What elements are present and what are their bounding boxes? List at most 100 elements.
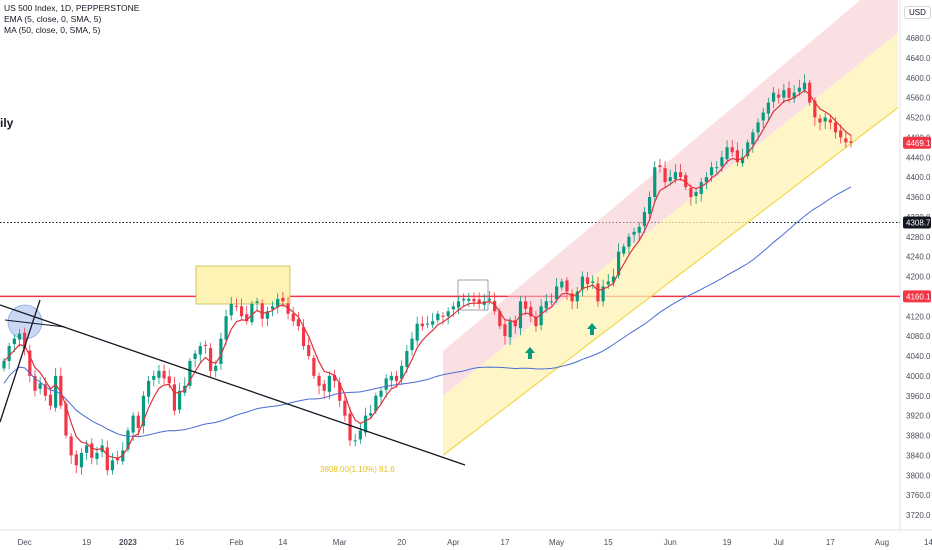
candle-140	[725, 140, 729, 165]
candle-160	[828, 114, 832, 130]
candle-145	[751, 128, 755, 153]
candle-121	[627, 233, 631, 256]
candle-103	[534, 310, 538, 332]
candle-79	[410, 332, 414, 356]
currency-button[interactable]: USD	[904, 6, 931, 19]
price-tick-21: 3840.0	[906, 451, 931, 460]
up-arrow-1	[587, 323, 597, 335]
price-tick-3: 4560.0	[906, 94, 931, 103]
candle-47	[245, 305, 249, 325]
candle-5	[28, 345, 32, 383]
regression-channel	[442, 0, 899, 456]
time-axis: Dec 19 2023 16 Feb 14 Mar 20 Apr 17 May 15 Jun 19 Jul 1…	[18, 538, 932, 547]
legend-ma[interactable]: MA (50, close, 0, SMA, 5)	[4, 25, 101, 35]
candle-136	[704, 172, 708, 190]
candle-39	[203, 340, 208, 354]
time-tick-13: 19	[723, 538, 732, 547]
price-tick-6: 4440.0	[906, 153, 931, 162]
candle-164	[849, 134, 853, 148]
price-tick-15: 4080.0	[906, 332, 931, 341]
price-tick-11: 4240.0	[906, 253, 931, 262]
ema-5-line	[3, 89, 852, 459]
candle-69	[358, 423, 362, 444]
level-tag-0: 4160.1	[906, 292, 931, 301]
candle-20	[105, 440, 109, 476]
price-tick-14: 4120.0	[906, 312, 931, 321]
price-tick-10: 4280.0	[906, 233, 931, 242]
time-tick-8: Apr	[447, 538, 460, 547]
candle-163	[844, 131, 848, 148]
time-tick-9: 17	[501, 538, 510, 547]
candle-44	[229, 296, 233, 321]
candle-120	[622, 243, 626, 257]
price-tick-22: 3800.0	[906, 471, 931, 480]
time-tick-14: Jul	[774, 538, 784, 547]
candle-52	[270, 301, 275, 317]
chart-legend: US 500 Index, 1D, PEPPERSTONE EMA (5, cl…	[4, 3, 139, 36]
cut-off-title: ily	[0, 116, 14, 130]
candle-106	[549, 293, 554, 306]
candle-13	[69, 433, 73, 464]
level-tag-bg-0	[903, 290, 931, 303]
candle-101	[524, 295, 528, 316]
candle-40	[208, 343, 213, 378]
candle-133	[689, 184, 693, 206]
candle-138	[715, 161, 719, 175]
price-tick-18: 3960.0	[906, 392, 931, 401]
price-tick-20: 3880.0	[906, 432, 931, 441]
candle-60	[312, 355, 316, 379]
legend-ema[interactable]: EMA (5, close, 0, SMA, 5)	[4, 14, 102, 24]
candle-81	[420, 316, 424, 331]
time-tick-1: 19	[82, 538, 91, 547]
candle-116	[601, 279, 605, 307]
candle-61	[317, 372, 321, 395]
candle-107	[555, 277, 559, 303]
candle-151	[782, 83, 786, 104]
price-tick-1: 4640.0	[906, 54, 931, 63]
consolidation-box	[457, 279, 489, 311]
candle-59	[307, 336, 311, 360]
candle-65	[338, 377, 342, 408]
candle-15	[79, 448, 84, 475]
price-axis: 4680.04640.04600.04560.04520.04480.04440…	[903, 34, 931, 520]
candle-29	[152, 370, 156, 387]
candle-63	[327, 371, 331, 400]
price-tick-24: 3720.0	[906, 511, 931, 520]
price-tick-17: 4000.0	[906, 372, 931, 381]
price-tick-0: 4680.0	[906, 34, 931, 43]
candle-49	[255, 297, 259, 312]
candle-156	[808, 79, 812, 106]
candle-3	[17, 329, 22, 348]
candle-141	[730, 139, 734, 157]
channel-trendline-upper	[4, 319, 66, 328]
price-tick-8: 4360.0	[906, 193, 931, 202]
candle-128	[663, 161, 667, 188]
candle-90	[467, 292, 471, 307]
candle-30	[157, 364, 161, 384]
candle-78	[405, 345, 409, 373]
candle-123	[637, 222, 641, 241]
candle-97	[503, 320, 507, 345]
candle-108	[560, 278, 564, 291]
last-price-tag: 4469.1	[906, 139, 931, 148]
candle-22	[116, 450, 120, 465]
candle-114	[591, 275, 595, 289]
legend-symbol[interactable]: US 500 Index, 1D, PEPPERSTONE	[4, 3, 140, 13]
low-annotation: 3808.00(1.10%) 81.6	[320, 465, 395, 474]
candle-56	[291, 306, 295, 327]
candle-88	[456, 296, 461, 315]
candle-43	[224, 309, 228, 346]
drawings: 3808.00(1.10%) 81.6	[0, 299, 597, 474]
indicator-lines	[3, 89, 852, 459]
candle-162	[839, 124, 843, 144]
candle-159	[823, 113, 827, 129]
candle-115	[596, 276, 600, 307]
downtrend-line	[0, 304, 466, 466]
price-tick-19: 3920.0	[906, 412, 931, 421]
candle-70	[363, 407, 368, 437]
resistance-box	[195, 265, 291, 305]
candle-158	[818, 114, 822, 131]
candle-27	[141, 391, 146, 434]
candle-53	[276, 293, 280, 314]
